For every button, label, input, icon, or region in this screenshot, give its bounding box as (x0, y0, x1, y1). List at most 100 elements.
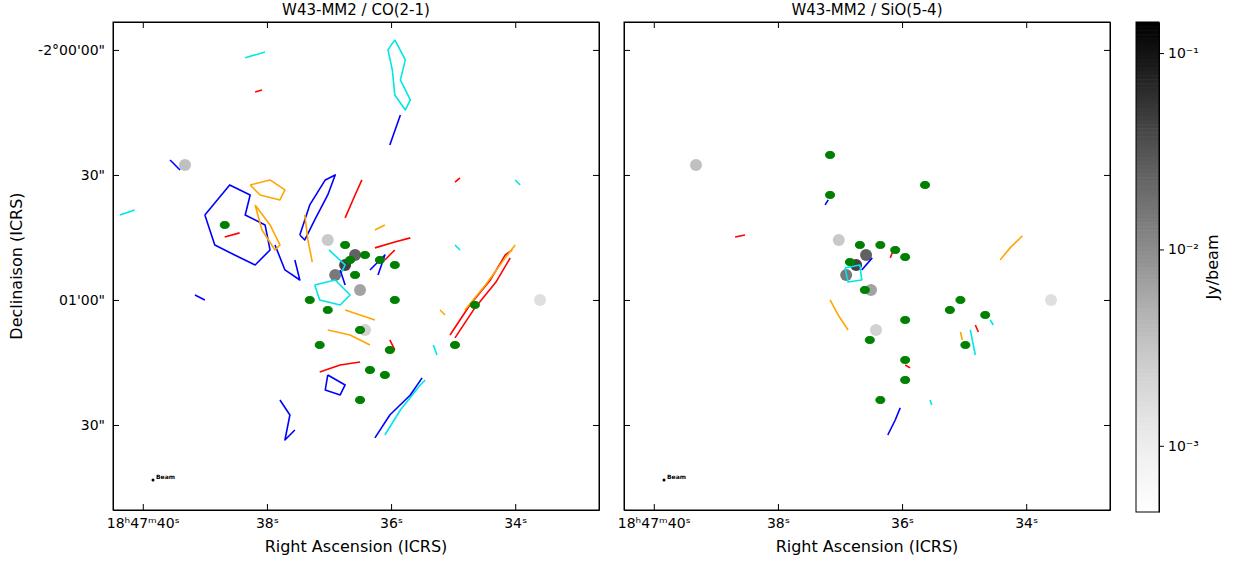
core-marker (860, 286, 869, 293)
colorbar-step (1136, 71, 1159, 76)
core-marker (956, 296, 965, 303)
tick-label: 18ʰ47ᵐ40ˢ (107, 515, 180, 531)
colorbar-step (1136, 140, 1159, 145)
tick-label: 10⁻¹ (1168, 45, 1199, 61)
tick-mark (1159, 249, 1164, 250)
tick-mark (778, 504, 779, 510)
colorbar-step (1136, 263, 1159, 268)
tick-mark (593, 425, 599, 426)
colorbar-step (1136, 455, 1159, 460)
tick-mark (515, 22, 516, 28)
tick-mark (778, 22, 779, 28)
core-marker (451, 341, 460, 348)
colorbar-step (1136, 251, 1159, 256)
beam-ellipse (152, 479, 155, 482)
tick-label: 36ˢ (380, 515, 403, 531)
colorbar-step (1136, 42, 1159, 47)
tick: 10⁻¹ (1159, 45, 1199, 61)
figure: 18ʰ47ᵐ40ˢ38ˢ36ˢ34ˢ-2°00'00"30"01'00"30"B… (0, 0, 1233, 561)
tick: 34ˢ (1015, 504, 1038, 531)
colorbar-step (1136, 488, 1159, 493)
colorbar-step (1136, 369, 1159, 374)
colorbar-step (1136, 381, 1159, 386)
core-marker (356, 396, 365, 403)
core-marker (845, 259, 854, 266)
colorbar-step (1136, 214, 1159, 219)
colorbar-step (1136, 22, 1159, 27)
tick: 38ˢ (767, 504, 790, 531)
colorbar-step (1136, 116, 1159, 121)
colorbar-step (1136, 149, 1159, 154)
colorbar-step (1136, 410, 1159, 415)
plot-marks (120, 40, 546, 440)
colorbar-step (1136, 328, 1159, 333)
colorbar-step (1136, 189, 1159, 194)
tick-mark (1104, 300, 1110, 301)
colorbar-step (1136, 153, 1159, 158)
core-marker (961, 341, 970, 348)
tick-mark (113, 300, 119, 301)
colorbar-step (1136, 30, 1159, 35)
colorbar-step (1136, 463, 1159, 468)
colorbar-step (1136, 443, 1159, 448)
colorbar-step (1136, 353, 1159, 358)
tick-mark (593, 50, 599, 51)
continuum-source (690, 159, 702, 171)
colorbar-step (1136, 169, 1159, 174)
axis: -2°00'00"30"01'00"30" (38, 23, 119, 511)
core-marker (901, 356, 910, 363)
colorbar-step (1136, 104, 1159, 109)
tick (624, 50, 630, 51)
tick-mark (113, 425, 119, 426)
core-marker (921, 181, 930, 188)
tick: 38ˢ (256, 504, 279, 531)
colorbar-step (1136, 243, 1159, 248)
tick-mark (902, 22, 903, 28)
colorbar-step (1136, 492, 1159, 497)
colorbar-step (1136, 47, 1159, 52)
colorbar-step (1136, 292, 1159, 297)
outflow-contour (120, 40, 520, 435)
core-marker (901, 376, 910, 383)
colorbar-step (1136, 255, 1159, 260)
colorbar-step (1136, 304, 1159, 309)
axis (625, 22, 1111, 28)
core-marker (380, 371, 389, 378)
tick-label: 18ʰ47ᵐ40ˢ (618, 515, 691, 531)
tick-mark (1104, 50, 1110, 51)
tick-label: 34ˢ (1015, 515, 1038, 531)
core-marker (981, 311, 990, 318)
colorbar-step (1136, 483, 1159, 488)
colorbar-step (1136, 259, 1159, 264)
colorbar-frame (1136, 22, 1159, 512)
colorbar-title: Jy/beam (1203, 235, 1222, 301)
colorbar-step (1136, 185, 1159, 190)
panel: 18ʰ47ᵐ40ˢ38ˢ36ˢ34ˢBeamW43-MM2 / SiO(5-4)… (618, 1, 1111, 556)
core-marker (826, 151, 835, 158)
colorbar-step (1136, 479, 1159, 484)
core-marker (876, 241, 885, 248)
tick (143, 22, 144, 28)
colorbar-step (1136, 496, 1159, 501)
colorbar-step (1136, 287, 1159, 292)
tick-mark (1104, 425, 1110, 426)
tick: 10⁻² (1159, 241, 1199, 257)
colorbar: 10⁻¹10⁻²10⁻³Jy/beam (1136, 22, 1222, 513)
colorbar-step (1136, 500, 1159, 505)
colorbar-step (1136, 181, 1159, 186)
tick-label: 10⁻² (1168, 241, 1199, 257)
axis: 18ʰ47ᵐ40ˢ 38ˢ 36ˢ 34ˢ (618, 504, 1111, 531)
colorbar-step (1136, 414, 1159, 419)
colorbar-step (1136, 202, 1159, 207)
tick (1104, 50, 1110, 51)
colorbar-step (1136, 157, 1159, 162)
tick-label: 36ˢ (891, 515, 914, 531)
tick (267, 22, 268, 28)
colorbar-step (1136, 349, 1159, 354)
colorbar-step (1136, 83, 1159, 88)
colorbar-step (1136, 316, 1159, 321)
tick-mark (902, 504, 903, 510)
colorbar-step (1136, 87, 1159, 92)
continuum-source (179, 159, 191, 171)
continuum-source (833, 234, 845, 246)
